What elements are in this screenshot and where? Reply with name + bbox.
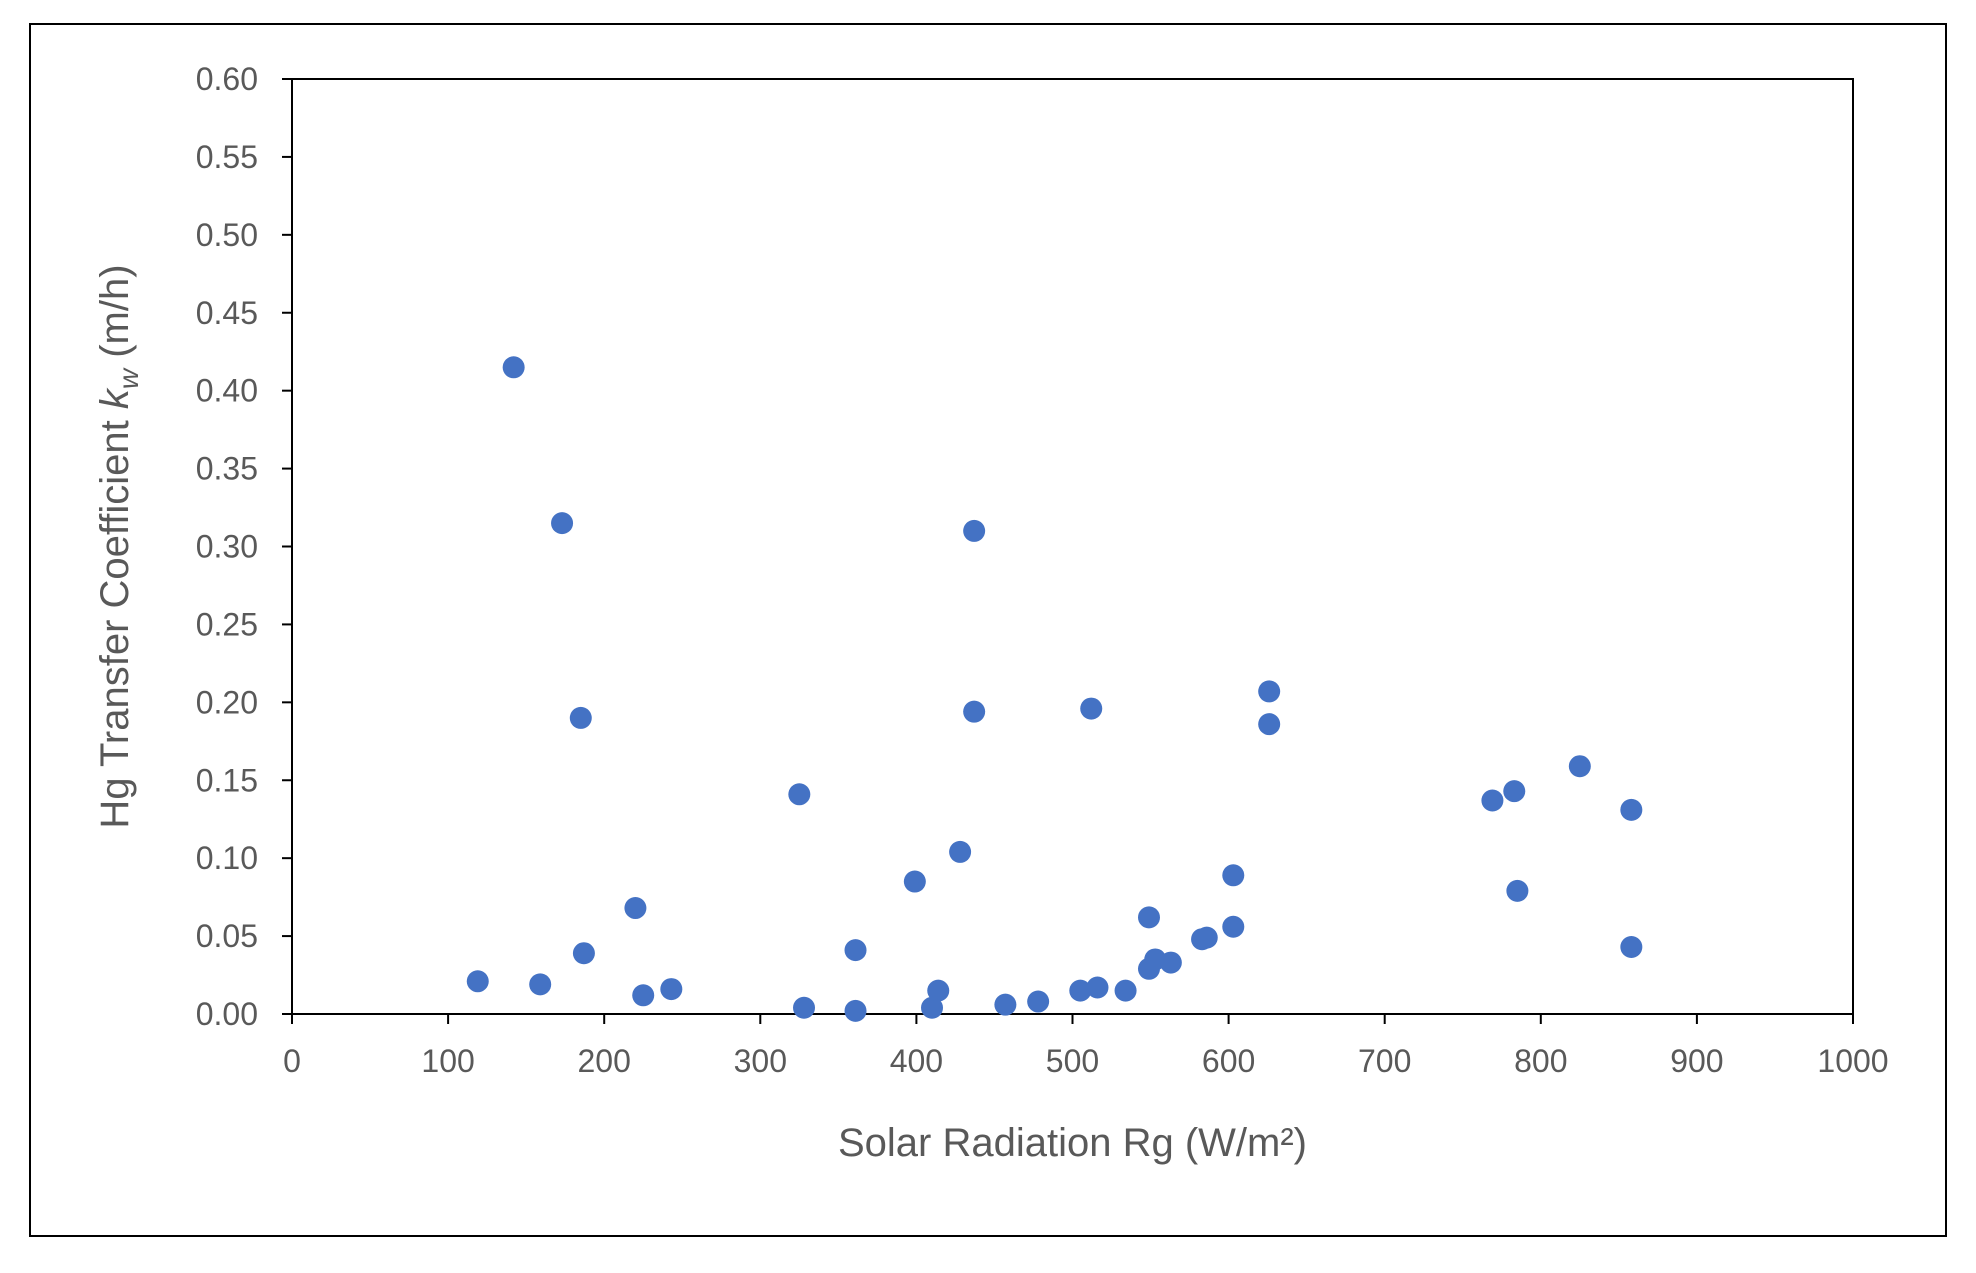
y-axis-title-k: k [93,387,137,409]
y-tick-label: 0.00 [196,996,258,1032]
data-point [1568,755,1591,778]
y-tick-label: 0.15 [196,762,258,798]
data-points [466,356,1643,1022]
data-point [1620,798,1643,821]
chart-frame [29,23,1947,1237]
data-point [572,942,595,965]
data-point [660,978,683,1001]
y-tick-label: 0.55 [196,139,258,175]
data-point [551,512,574,535]
x-tick-label: 300 [734,1043,787,1079]
x-tick-label: 600 [1202,1043,1255,1079]
data-point [632,984,655,1007]
data-point [1506,879,1529,902]
y-tick-label: 0.25 [196,606,258,642]
data-point [927,979,950,1002]
x-tick-label: 1000 [1817,1043,1888,1079]
x-tick-label: 800 [1514,1043,1567,1079]
y-axis-title-prefix: Hg Transfer Coefficient [93,409,137,828]
data-point [1222,915,1245,938]
data-point [1503,780,1526,803]
x-tick-label: 700 [1358,1043,1411,1079]
data-point [793,996,816,1019]
data-point [1258,680,1281,703]
x-axis-title: Solar Radiation Rg (W/m²) [838,1121,1307,1165]
x-tick-label: 100 [421,1043,474,1079]
plot-area [291,78,1854,1015]
y-axis-title-suffix: (m/h) [93,264,137,368]
data-point [1159,951,1182,974]
x-tick-label: 0 [283,1043,301,1079]
y-tick-label: 0.45 [196,295,258,331]
data-point [502,356,525,379]
y-tick-label: 0.35 [196,451,258,487]
y-tick-label: 0.10 [196,840,258,876]
data-point [1137,906,1160,929]
y-tick-label: 0.50 [196,217,258,253]
data-point [844,939,867,962]
y-tick-label: 0.20 [196,684,258,720]
y-axis-title-subscript: w [113,367,144,389]
data-point [1027,990,1050,1013]
data-point [921,996,944,1019]
data-point [963,519,986,542]
x-tick-label: 200 [578,1043,631,1079]
y-tick-label: 0.60 [196,61,258,97]
data-point [963,700,986,723]
data-point [1080,697,1103,720]
x-axis: 0 100 200 300 400 500 600 700 800 900 1000 [283,1014,1889,1079]
data-point [1258,713,1281,736]
data-point [1620,935,1643,958]
data-point [1195,926,1218,949]
x-tick-label: 400 [890,1043,943,1079]
data-point [844,999,867,1022]
data-point [1481,789,1504,812]
y-tick-label: 0.40 [196,373,258,409]
data-point [1114,979,1137,1002]
data-point [624,897,647,920]
data-point [466,970,489,993]
y-tick-label: 0.05 [196,918,258,954]
data-point [569,706,592,729]
y-axis: 0.00 0.05 0.10 0.15 0.20 0.25 0.30 0.35 0.40 0.45… [196,61,292,1032]
data-point [994,993,1017,1016]
y-axis-title: Hg Transfer Coefficient kw (m/h) [93,264,144,828]
data-point [949,840,972,863]
x-tick-label: 900 [1670,1043,1723,1079]
data-point [1222,864,1245,887]
data-point [529,973,552,996]
x-tick-label: 500 [1046,1043,1099,1079]
data-point [903,870,926,893]
data-point [788,783,811,806]
data-point [1069,979,1092,1002]
data-point [1086,976,1109,999]
y-tick-label: 0.30 [196,529,258,565]
